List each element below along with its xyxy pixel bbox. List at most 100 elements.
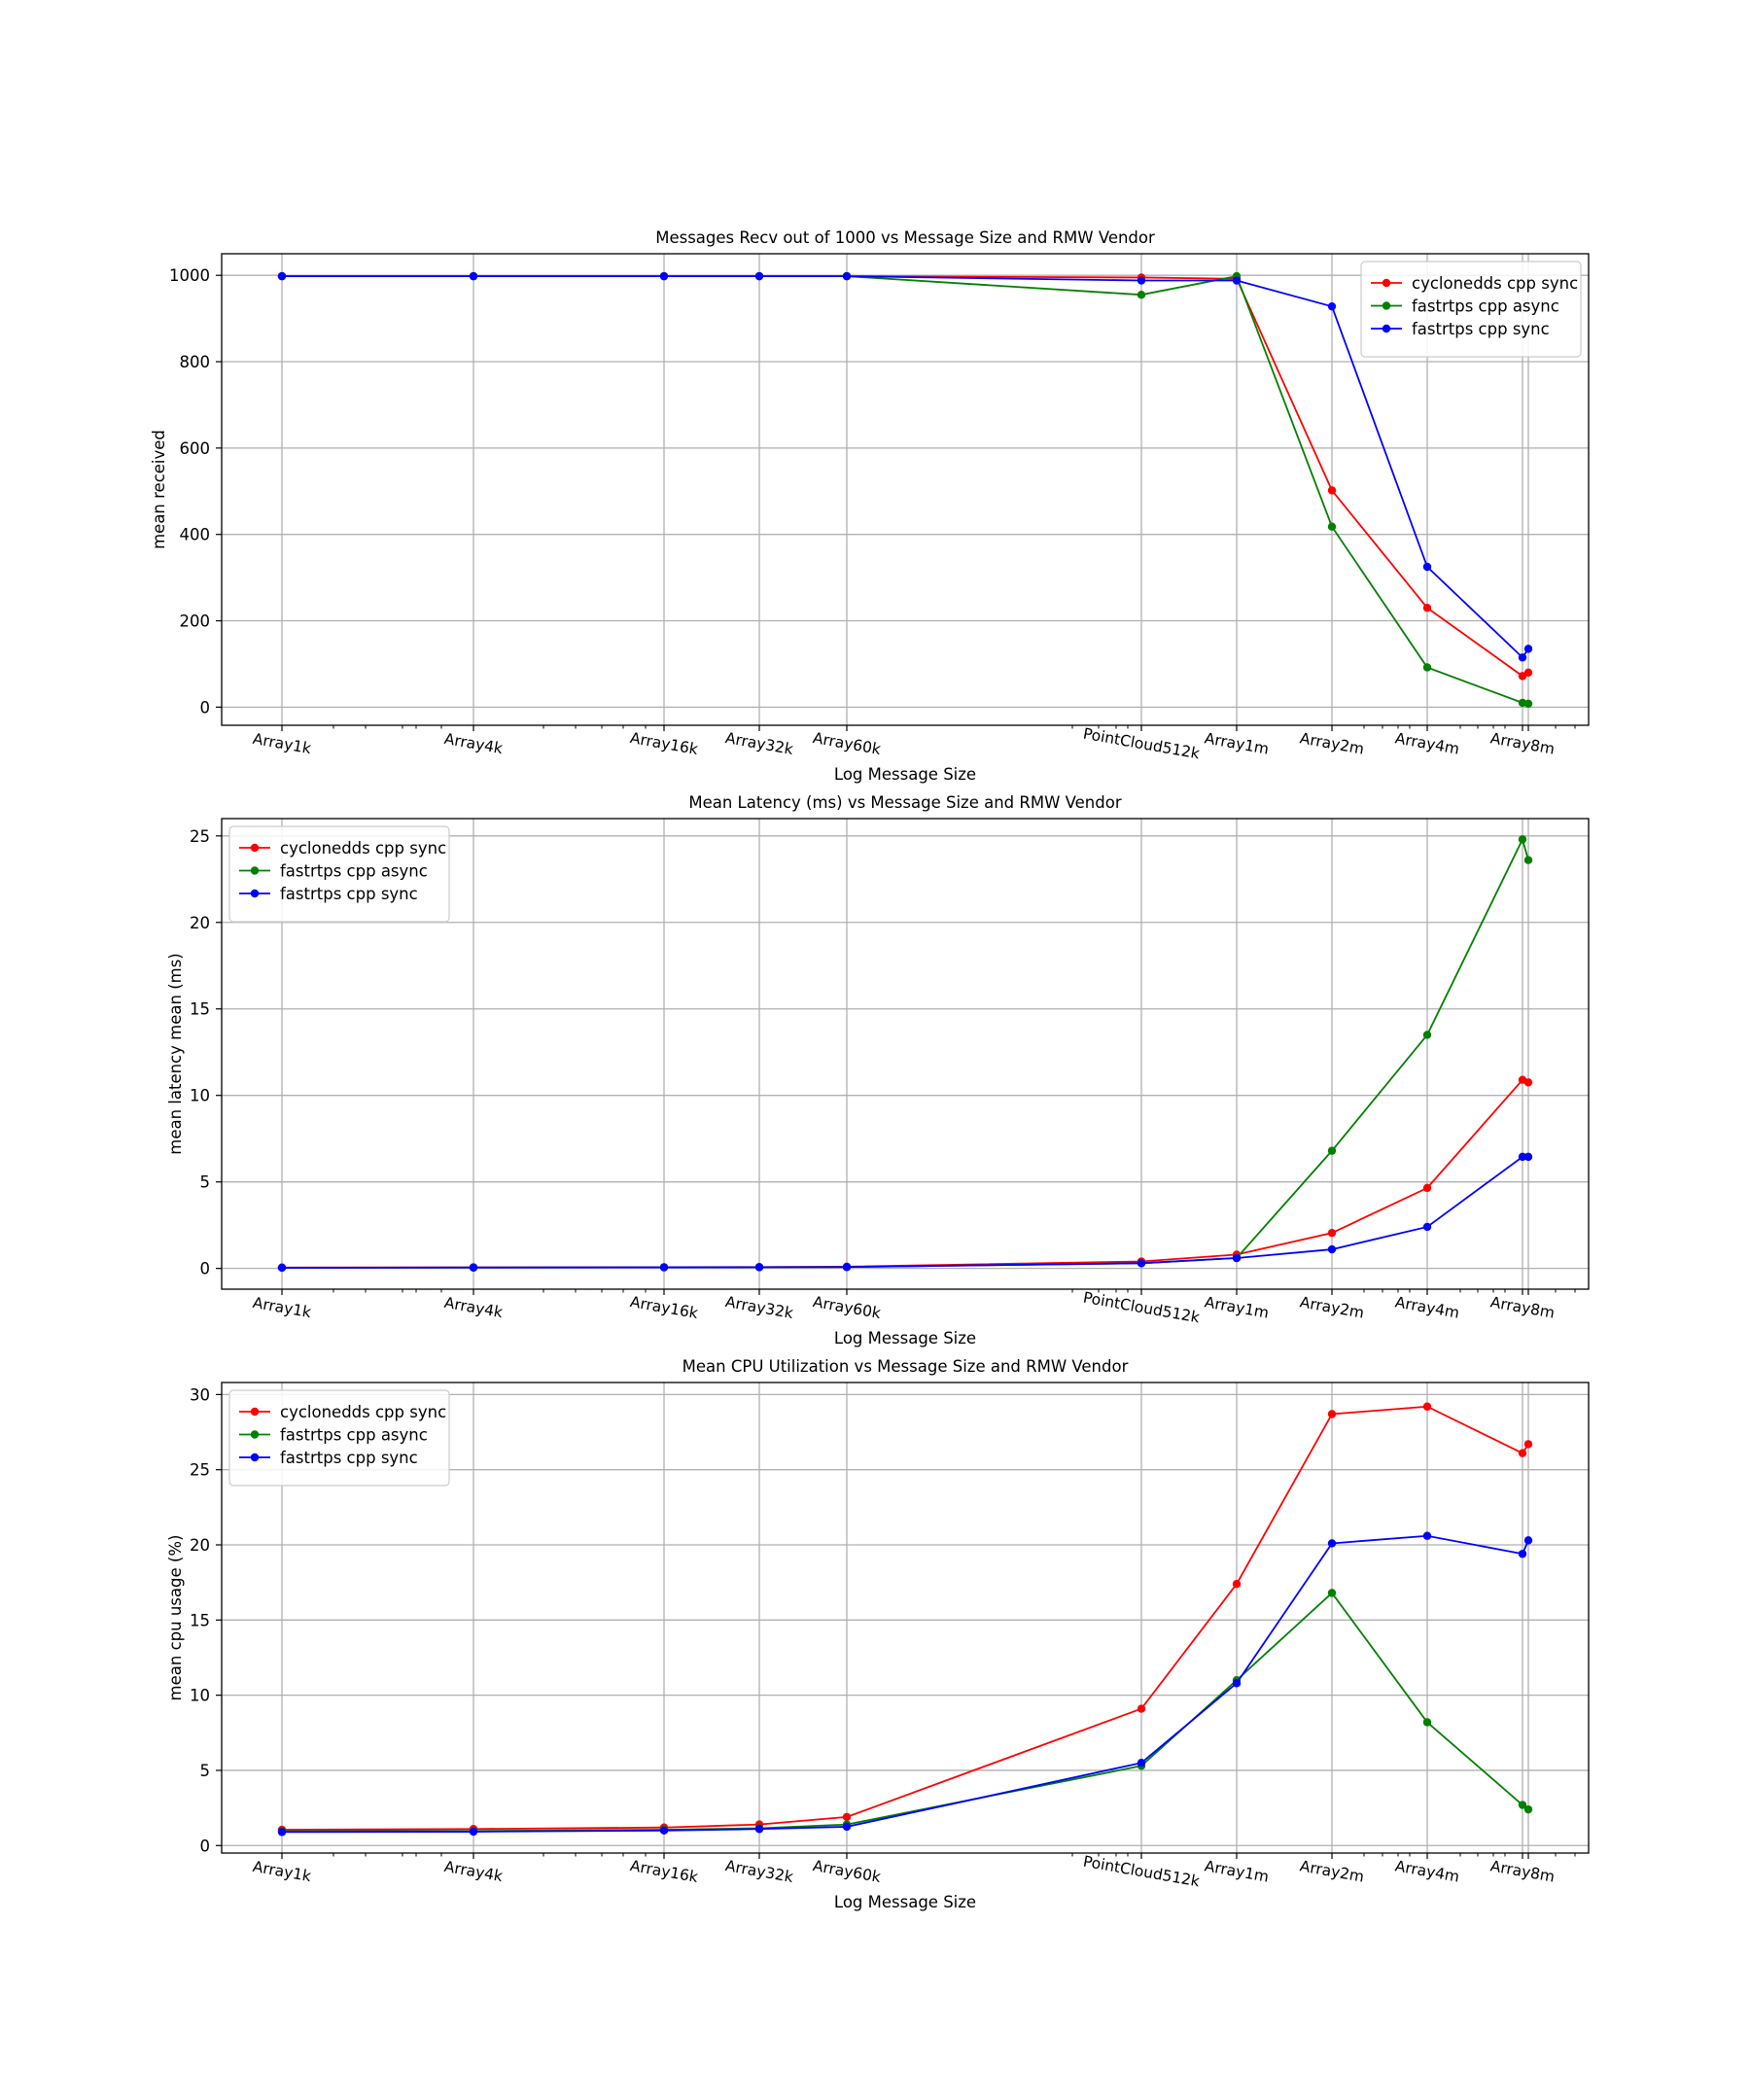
legend-marker	[250, 1452, 260, 1462]
y-tick-label: 400	[180, 526, 211, 544]
data-point	[842, 1263, 852, 1272]
legend-label: fastrtps cpp async	[1412, 298, 1559, 316]
x-tick-label: Array32k	[724, 1857, 795, 1886]
legend: cyclonedds cpp sync fastrtps cpp async fas…	[228, 1389, 450, 1487]
x-tick-label: Array1m	[1204, 729, 1271, 757]
legend-marker	[1382, 324, 1391, 333]
series-line	[281, 836, 1529, 1269]
data-point	[1232, 1679, 1242, 1688]
x-tick-label: Array2m	[1299, 1857, 1366, 1885]
x-tick-label: Array1k	[252, 730, 313, 757]
data-point	[1327, 301, 1337, 311]
legend-marker	[1382, 278, 1391, 288]
x-tick-label: Array2m	[1299, 1293, 1366, 1321]
data-point	[1327, 1146, 1337, 1155]
data-point	[1518, 1550, 1527, 1558]
legend-marker	[250, 889, 260, 898]
y-tick-label: 10	[190, 1687, 210, 1705]
data-point	[659, 1826, 669, 1836]
y-axis-label: mean received	[150, 430, 168, 549]
data-point	[1422, 1718, 1432, 1727]
y-tick-label: 800	[180, 353, 211, 371]
series-line	[282, 275, 1529, 659]
legend-label: fastrtps cpp sync	[280, 885, 418, 903]
data-point	[659, 271, 669, 281]
data-point	[1232, 276, 1242, 285]
data-point	[1523, 1440, 1533, 1449]
y-tick-label: 0	[200, 1260, 211, 1278]
data-point	[1523, 668, 1533, 678]
legend-marker	[250, 866, 260, 875]
y-tick-label: 15	[190, 1000, 210, 1019]
x-tick-label: Array1m	[1204, 1857, 1271, 1885]
x-tick-label: Array16k	[629, 729, 700, 758]
legend-box	[228, 1389, 450, 1487]
data-point	[1518, 653, 1527, 662]
data-point	[1518, 835, 1527, 844]
data-point	[1327, 1410, 1337, 1418]
data-point	[1327, 486, 1337, 495]
legend-label: cyclonedds cpp sync	[1412, 274, 1578, 293]
data-point	[277, 271, 287, 281]
data-point	[1422, 663, 1432, 672]
data-point	[1523, 699, 1533, 708]
data-point	[754, 271, 764, 281]
x-tick-label: Array1k	[252, 1294, 313, 1321]
y-axis-label: mean latency mean (ms)	[166, 953, 185, 1154]
series-1	[277, 835, 1533, 1273]
data-point	[1422, 562, 1432, 572]
x-tick-label: Array4k	[443, 730, 505, 757]
data-point	[1232, 1580, 1242, 1589]
y-axis-label: mean cpu usage (%)	[166, 1535, 185, 1701]
data-point	[1137, 276, 1146, 285]
chart-title: Messages Recv out of 1000 vs Message Siz…	[655, 228, 1155, 247]
series-line	[281, 1534, 1529, 1834]
x-tick-label: Array4k	[443, 1294, 505, 1321]
legend-box	[1360, 261, 1582, 358]
series-line	[282, 275, 1529, 705]
legend-label: fastrtps cpp sync	[1412, 320, 1550, 338]
data-point	[1327, 1244, 1337, 1254]
chart-panel-1: Messages Recv out of 1000 vs Message Siz…	[150, 228, 1590, 784]
y-tick-label: 10	[190, 1087, 210, 1105]
data-point	[1518, 1801, 1527, 1809]
series-line	[282, 275, 1529, 678]
x-axis-label: Log Message Size	[834, 765, 976, 784]
x-tick-label: Array1k	[252, 1858, 313, 1885]
y-tick-label: 600	[180, 439, 211, 458]
x-tick-label: Array8m	[1489, 1293, 1557, 1321]
x-axis-label: Log Message Size	[834, 1893, 976, 1911]
x-tick-label: Array60k	[812, 1857, 883, 1886]
data-point	[1422, 1183, 1432, 1193]
data-point	[1523, 856, 1533, 864]
x-tick-label: Array1m	[1204, 1293, 1271, 1321]
plot-frame	[221, 818, 1590, 1290]
plot-frame	[221, 253, 1590, 726]
data-point	[1327, 522, 1337, 531]
series-0	[277, 271, 1533, 681]
data-point	[1232, 1253, 1242, 1263]
data-point	[1518, 1152, 1527, 1162]
chart-panel-3: Mean CPU Utilization vs Message Size and…	[166, 1357, 1590, 1911]
x-tick-label: Array8m	[1489, 729, 1557, 757]
y-tick-label: 15	[190, 1611, 210, 1629]
series-2	[277, 1152, 1533, 1273]
legend-label: cyclonedds cpp sync	[280, 839, 446, 858]
data-point	[1523, 1152, 1533, 1162]
y-tick-label: 0	[200, 1837, 211, 1855]
y-tick-label: 30	[190, 1385, 210, 1404]
x-tick-label: Array2m	[1299, 729, 1366, 757]
data-point	[1327, 1589, 1337, 1597]
y-tick-label: 5	[200, 1762, 211, 1780]
x-tick-label: Array60k	[812, 729, 883, 758]
data-point	[277, 1828, 287, 1837]
data-point	[1327, 1228, 1337, 1238]
series-line	[281, 1078, 1529, 1269]
data-point	[1137, 1704, 1146, 1713]
legend-marker	[1382, 301, 1391, 310]
data-point	[469, 1827, 478, 1837]
series-0	[277, 1075, 1533, 1272]
legend-marker	[250, 843, 260, 853]
x-tick-label: Array32k	[724, 1293, 795, 1322]
legend: cyclonedds cpp sync fastrtps cpp async fas…	[1360, 261, 1582, 358]
